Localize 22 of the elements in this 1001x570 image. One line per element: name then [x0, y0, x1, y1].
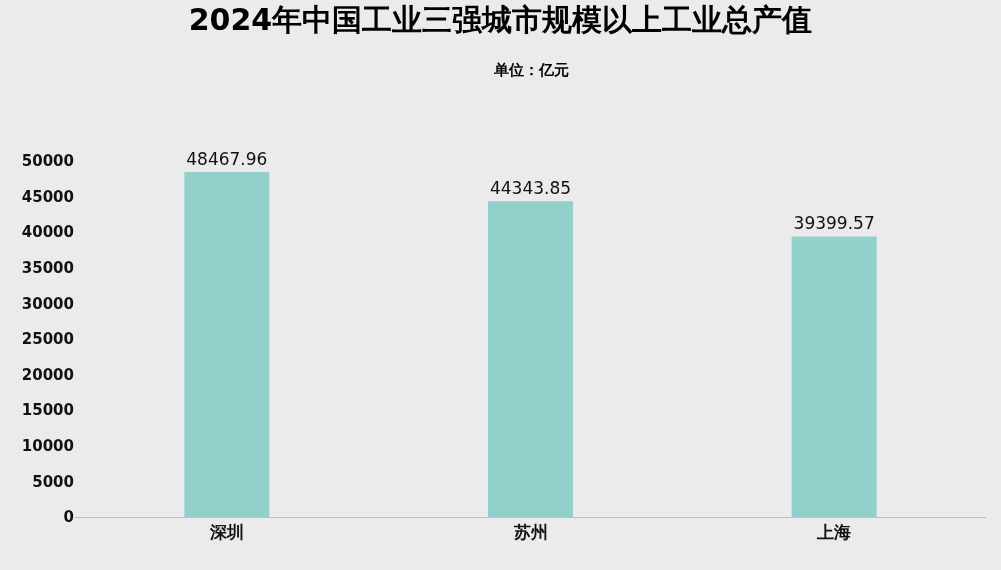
chart-subtitle: 单位：亿元: [493, 61, 569, 79]
y-tick-label: 50000: [21, 152, 74, 171]
bar: [184, 171, 270, 517]
x-tick-label: 深圳: [208, 522, 244, 543]
y-tick-label: 15000: [21, 401, 74, 420]
data-label: 44343.85: [489, 178, 572, 199]
bar: [487, 201, 574, 517]
bar: [791, 236, 877, 517]
y-tick-label: 35000: [21, 259, 74, 278]
y-tick-label: 0: [63, 508, 74, 527]
y-tick-label: 20000: [21, 365, 74, 384]
y-tick-label: 30000: [21, 294, 74, 313]
x-tick-label: 苏州: [512, 522, 548, 543]
x-tick-label: 上海: [816, 522, 852, 543]
y-tick-label: 10000: [21, 437, 74, 456]
y-tick-label: 25000: [21, 330, 74, 349]
data-label: 48467.96: [186, 148, 268, 169]
y-tick-label: 5000: [32, 472, 74, 491]
y-tick-label: 40000: [21, 223, 74, 242]
chart-title: 2024年中国工业三强城市规模以上工业总产值: [188, 1, 813, 37]
y-tick-label: 45000: [21, 187, 74, 206]
data-label: 39399.57: [793, 213, 875, 234]
